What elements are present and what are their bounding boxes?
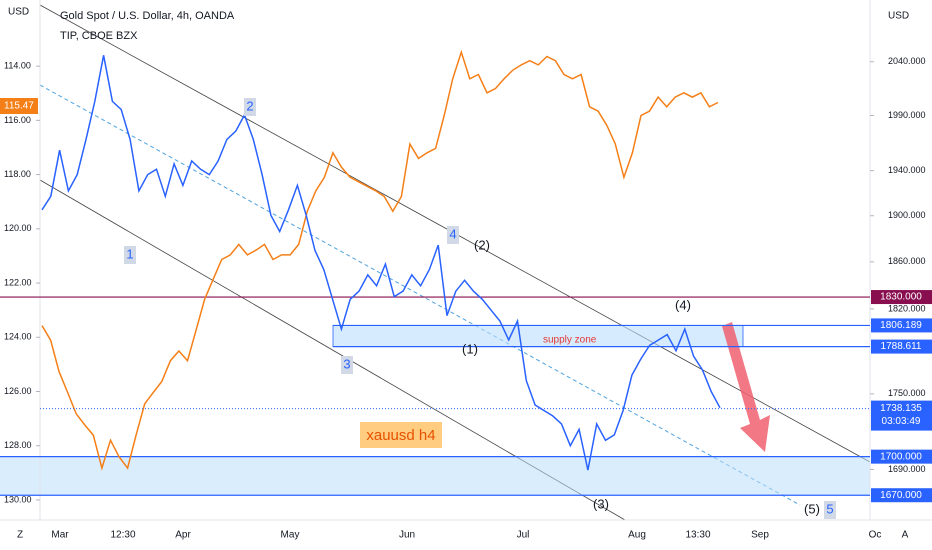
chart-title: Gold Spot / U.S. Dollar, 4h, OANDA: [60, 10, 235, 22]
y2-tick-label: 1900.000: [888, 210, 926, 220]
y2-tick-label: 1690.000: [888, 464, 926, 474]
demand-zone: [0, 456, 870, 496]
price-tag-label: 1830.000: [880, 292, 922, 303]
price-tag-label: 1738.135: [880, 403, 922, 414]
y-tick-label: 122.00: [4, 277, 32, 287]
wave-box: [824, 501, 836, 519]
x-tick-label: 13:30: [685, 530, 710, 541]
price-tag-label: 1700.000: [880, 451, 922, 462]
x-tick-label: Aug: [628, 530, 646, 541]
x-tick-label: Jun: [399, 530, 415, 541]
x-tick-label: Jul: [517, 530, 530, 541]
corner-label: Z: [17, 530, 23, 541]
annotation: supply zone: [543, 335, 597, 346]
wave-box: [124, 246, 136, 264]
wave-box: [447, 226, 459, 244]
price-tag: [871, 290, 932, 305]
y-tick-label: 114.00: [4, 61, 31, 71]
wave-box: [244, 98, 256, 116]
wave-label: (1): [462, 341, 478, 356]
wave-label: (4): [675, 297, 691, 312]
y-tick-label: 118.00: [4, 169, 31, 179]
y-tick-label: 126.00: [4, 386, 32, 396]
channel-mid: [39, 84, 801, 506]
wave-label: 3: [343, 356, 350, 371]
wave-label: (2): [474, 237, 490, 252]
x-tick-label: Oc: [869, 530, 882, 541]
wave-label: (3): [593, 496, 609, 511]
y2-tick-label: 1820.000: [888, 303, 926, 313]
wave-label: 2: [246, 98, 253, 113]
wave-label: 1: [126, 246, 133, 261]
series-line: [41, 55, 721, 471]
price-tag: [871, 400, 932, 431]
price-tag: [871, 339, 932, 354]
series-line: [41, 49, 719, 471]
price-tag: [871, 449, 932, 464]
wave-label: 4: [449, 226, 456, 241]
countdown: 03:03:49: [882, 416, 921, 427]
price-tag-label: 1788.611: [881, 341, 922, 352]
wave-box: [341, 356, 353, 374]
y-unit: USD: [8, 7, 29, 18]
y2-tick-label: 1860.000: [888, 256, 926, 266]
y2-tick-label: 1940.000: [888, 165, 926, 175]
wave-label: (5): [804, 501, 820, 516]
y2-unit: USD: [888, 11, 909, 22]
price-tag-label: 115.47: [4, 101, 34, 112]
price-tag: [871, 318, 932, 333]
x-tick-label: 12:30: [110, 530, 135, 541]
y-tick-label: 120.00: [4, 223, 32, 233]
x-tick-label: Apr: [175, 530, 191, 541]
y2-tick-label: 1750.000: [888, 388, 926, 398]
symbol-box: [360, 422, 442, 448]
x-tick-label: Sep: [751, 530, 769, 541]
price-tag-label: 1806.189: [880, 320, 922, 331]
corner-label: A: [902, 530, 909, 541]
arrow: [722, 322, 770, 452]
annotation: xauusd h4: [366, 427, 435, 444]
price-tag-label: 1670.000: [880, 490, 922, 501]
y-tick-label: 130.00: [4, 494, 32, 504]
y2-tick-label: 1990.000: [888, 110, 926, 120]
price-tag: [871, 488, 932, 503]
y-tick-label: 116.00: [4, 115, 31, 125]
y-tick-label: 128.00: [4, 440, 32, 450]
y2-tick-label: 2040.000: [888, 56, 926, 66]
x-tick-label: Mar: [51, 530, 69, 541]
price-tag: [0, 98, 38, 115]
wave-label: 5: [826, 501, 833, 516]
x-tick-label: May: [281, 530, 300, 541]
y-tick-label: 124.00: [4, 332, 32, 342]
chart-subtitle: TIP, CBOE BZX: [60, 30, 138, 42]
